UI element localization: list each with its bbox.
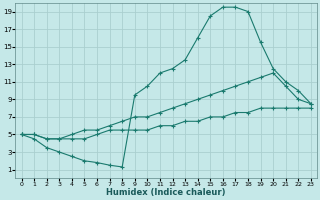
X-axis label: Humidex (Indice chaleur): Humidex (Indice chaleur) [107, 188, 226, 197]
